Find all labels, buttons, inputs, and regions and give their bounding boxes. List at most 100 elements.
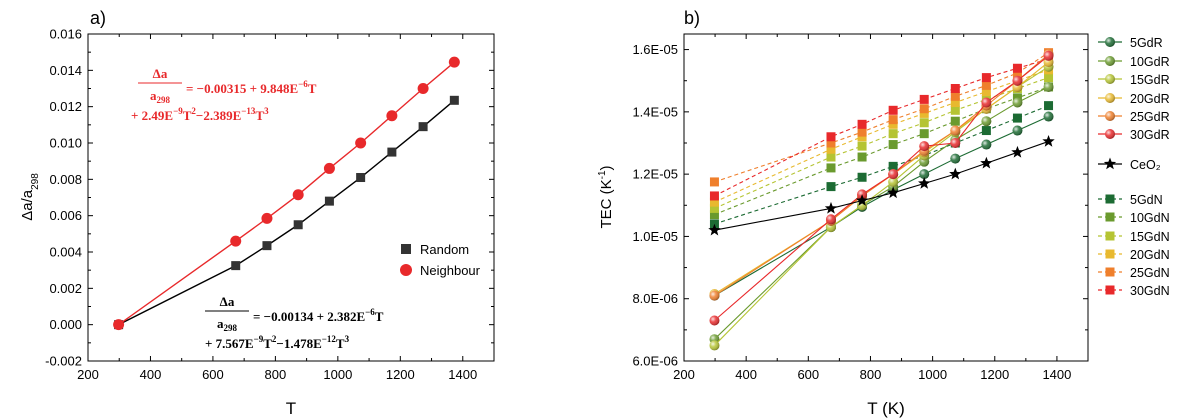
x-tick-label: 600 bbox=[202, 367, 224, 382]
y-tick-label: 0.012 bbox=[49, 99, 82, 114]
panel-b-frame bbox=[683, 33, 1089, 362]
random-eq-denominator: a298 bbox=[217, 316, 238, 333]
legend-5gdr-label: 5GdR bbox=[1130, 36, 1163, 50]
legend-25gdr-marker bbox=[1105, 111, 1115, 121]
neighbour-point bbox=[417, 83, 429, 94]
panel-b-x-axis-label: T (K) bbox=[867, 399, 904, 418]
10gdr-point-shade bbox=[1043, 81, 1054, 92]
15gdn-line bbox=[714, 77, 1049, 209]
5gdr-point-shade bbox=[950, 153, 961, 164]
legend-25gdn-label: 25GdN bbox=[1130, 266, 1170, 280]
x-tick-label: 400 bbox=[735, 367, 757, 382]
10gdn-point bbox=[950, 116, 960, 126]
random-point bbox=[449, 95, 459, 105]
x-tick-label: 1200 bbox=[386, 367, 415, 382]
ceo-point bbox=[1042, 134, 1055, 147]
random-point bbox=[387, 147, 397, 157]
10gdr-point-shade bbox=[981, 116, 992, 127]
random-point bbox=[293, 220, 303, 230]
y-tick-label: 0.004 bbox=[49, 245, 82, 260]
30gdr-point-shade bbox=[888, 169, 899, 180]
panel-a: a) 200 400 600 800 1000 1200 1400 -0.002 0.000 0.… bbox=[19, 8, 495, 418]
30gdr-point bbox=[1012, 75, 1023, 86]
neighbour-point bbox=[448, 56, 460, 68]
ceo-point bbox=[824, 201, 838, 214]
30gdr-point-shade bbox=[825, 214, 836, 225]
30gdr-point bbox=[1043, 50, 1054, 61]
legend-10gdn-label: 10GdN bbox=[1130, 211, 1170, 225]
y-tick-label: 0.016 bbox=[49, 27, 82, 42]
neighbour-fit-equation: Δa a298 = −0.00315 + 9.848E−6T + 2.49E−9… bbox=[131, 66, 317, 123]
15gdr-point-shade bbox=[888, 176, 899, 187]
legend-15gdn-label: 15GdN bbox=[1130, 230, 1170, 244]
ceo-point bbox=[886, 186, 900, 199]
legend-10gdr-label: 10GdR bbox=[1130, 55, 1170, 69]
5gdr-point bbox=[1012, 125, 1023, 136]
random-point bbox=[356, 173, 366, 183]
x-tick-label: 1000 bbox=[323, 367, 352, 382]
15gdr-point bbox=[888, 176, 899, 187]
25gdr-point-shade bbox=[709, 290, 720, 301]
x-tick-label: 800 bbox=[860, 367, 882, 382]
10gdn-point bbox=[919, 129, 929, 139]
y-tick-label: 0.010 bbox=[49, 136, 82, 151]
ceo-point bbox=[1011, 145, 1024, 158]
x-tick-label: 200 bbox=[673, 367, 695, 382]
10gdr-point bbox=[981, 116, 992, 127]
x-tick-label: 1400 bbox=[448, 367, 477, 382]
legend-20gdn-marker bbox=[1105, 249, 1115, 259]
legend-30gdn-marker bbox=[1105, 285, 1115, 295]
20gdn-point bbox=[857, 132, 867, 142]
x-tick-label: 800 bbox=[265, 367, 287, 382]
5gdn-point bbox=[857, 172, 867, 182]
neighbour-eq-denominator: a298 bbox=[150, 88, 171, 105]
legend-15gdr-marker bbox=[1105, 74, 1115, 84]
25gdn-point bbox=[888, 115, 898, 125]
y-tick-label: 1.0E-05 bbox=[632, 229, 678, 244]
10gdn-point bbox=[888, 140, 898, 150]
20gdn-point bbox=[888, 119, 898, 129]
30gdn-point bbox=[950, 84, 960, 93]
random-point bbox=[262, 241, 272, 251]
legend-5gdr-marker-shade bbox=[1105, 37, 1115, 47]
10gdn-point bbox=[826, 163, 836, 173]
legend-10gdn-marker bbox=[1105, 212, 1115, 222]
neighbour-point bbox=[323, 162, 335, 174]
y-tick-label: 8.0E-06 bbox=[632, 291, 678, 306]
neighbour-point bbox=[261, 212, 273, 224]
15gdn-point bbox=[888, 129, 898, 139]
panel-b-series bbox=[708, 48, 1055, 351]
30gdr-point-shade bbox=[1043, 50, 1054, 61]
legend-ceo-marker bbox=[1103, 157, 1117, 170]
5gdn-point bbox=[1044, 101, 1054, 111]
legend-25gdr-marker-shade bbox=[1105, 111, 1115, 121]
neighbour-point bbox=[386, 110, 398, 122]
neighbour-eq-line1: = −0.00315 + 9.848E−6T bbox=[186, 79, 317, 96]
random-eq-line2: + 7.567E−9T2−1.478E−12T3 bbox=[205, 334, 350, 351]
ceo-point bbox=[855, 194, 869, 206]
y-tick-label: 0.014 bbox=[49, 63, 82, 78]
panel-a-legend: Random Neighbour bbox=[400, 242, 481, 278]
15gdn-point bbox=[950, 105, 960, 115]
25gdr-point-shade bbox=[950, 125, 961, 136]
neighbour-point bbox=[292, 189, 304, 201]
random-fit-line bbox=[118, 99, 455, 326]
legend-random-marker bbox=[401, 244, 411, 254]
15gdn-point bbox=[919, 118, 929, 128]
30gdr-point-shade bbox=[1012, 75, 1023, 86]
ceo-point bbox=[708, 223, 721, 236]
10gdr-point bbox=[1043, 81, 1054, 92]
25gdn-point bbox=[709, 177, 719, 187]
25gdr-point bbox=[709, 290, 720, 301]
10gdn-point bbox=[709, 210, 719, 220]
20gdn-point bbox=[919, 108, 929, 118]
25gdn-line bbox=[714, 52, 1049, 183]
25gdn-point bbox=[981, 80, 991, 90]
panel-b-label: b) bbox=[684, 8, 700, 28]
ceo-point bbox=[980, 156, 993, 169]
30gdn-point bbox=[826, 132, 836, 142]
5gdr-point bbox=[919, 169, 930, 180]
5gdr-point bbox=[981, 139, 992, 150]
random-point bbox=[231, 261, 241, 271]
panel-a-x-axis-label: T bbox=[286, 399, 296, 418]
